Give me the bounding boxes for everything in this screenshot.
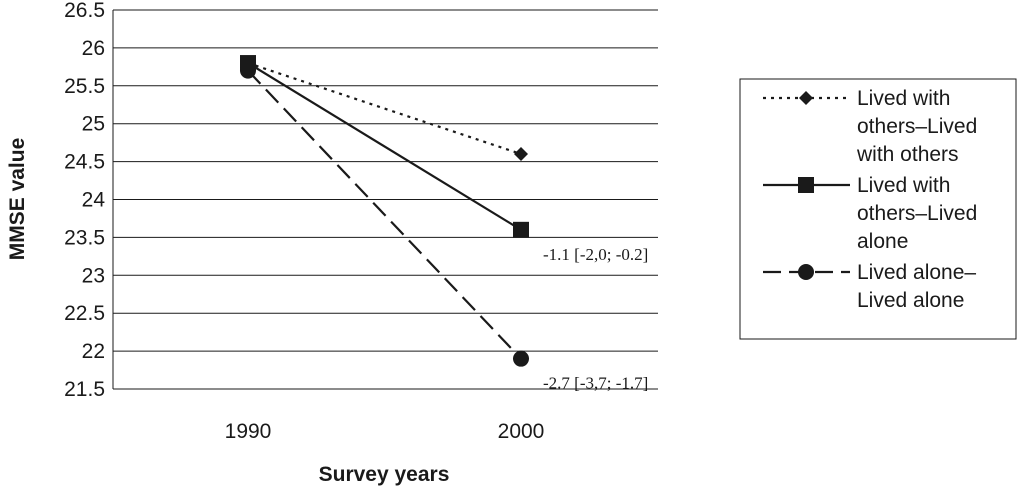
series-line — [247, 62, 522, 231]
series-3 — [240, 62, 529, 367]
x-axis-title: Survey years — [319, 463, 450, 486]
x-tick-label: 2000 — [498, 420, 545, 443]
legend-marker — [798, 264, 814, 280]
data-label: -2.7 [-3,7; -1.7] — [543, 374, 648, 393]
data-label: -1.1 [-2,0; -0.2] — [543, 245, 648, 264]
y-tick-label: 21.5 — [64, 378, 105, 401]
legend-label: Lived alone — [857, 289, 964, 312]
legend-marker — [798, 177, 814, 193]
y-tick-label: 25.5 — [64, 75, 105, 98]
data-point — [513, 350, 529, 367]
data-point — [513, 221, 529, 238]
legend-entry-2: Lived with others–Lived alone — [763, 174, 977, 253]
annotations: -1.1 [-2,0; -0.2] -2.7 [-3,7; -1.7] — [543, 245, 648, 393]
series-2 — [240, 55, 529, 238]
data-point — [240, 62, 256, 79]
data-point — [514, 147, 528, 162]
legend-marker — [799, 91, 813, 105]
x-tick-labels: 1990 2000 — [225, 420, 545, 443]
legend-label: others–Lived — [857, 115, 977, 138]
legend-label: Lived alone– — [857, 261, 976, 284]
legend-label: Lived with — [857, 87, 950, 110]
y-tick-label: 26 — [82, 37, 105, 60]
series-group — [240, 55, 529, 367]
series-line — [247, 62, 522, 156]
legend-entry-1: Lived with others–Lived with others — [763, 87, 977, 166]
legend-entry-3: Lived alone– Lived alone — [763, 261, 976, 312]
y-tick-label: 23.5 — [64, 226, 105, 249]
legend-label: alone — [857, 230, 908, 253]
series-line — [247, 69, 522, 360]
y-tick-label: 24.5 — [64, 151, 105, 174]
y-tick-label: 26.5 — [64, 0, 105, 22]
y-tick-label: 23 — [82, 264, 105, 287]
x-tick-label: 1990 — [225, 420, 272, 443]
y-axis-title: MMSE value — [6, 138, 29, 261]
y-tick-label: 25 — [82, 113, 105, 136]
legend-label: Lived with — [857, 174, 950, 197]
legend-label: others–Lived — [857, 202, 977, 225]
y-tick-labels: 21.5 22 22.5 23 23.5 24 24.5 25 25.5 26 26.5 — [64, 0, 105, 401]
y-tick-label: 22.5 — [64, 302, 105, 325]
y-tick-label: 22 — [82, 340, 105, 363]
legend-box — [739, 78, 1017, 340]
gridlines — [112, 9, 658, 390]
legend-label: with others — [856, 143, 959, 166]
y-tick-label: 24 — [82, 189, 106, 212]
